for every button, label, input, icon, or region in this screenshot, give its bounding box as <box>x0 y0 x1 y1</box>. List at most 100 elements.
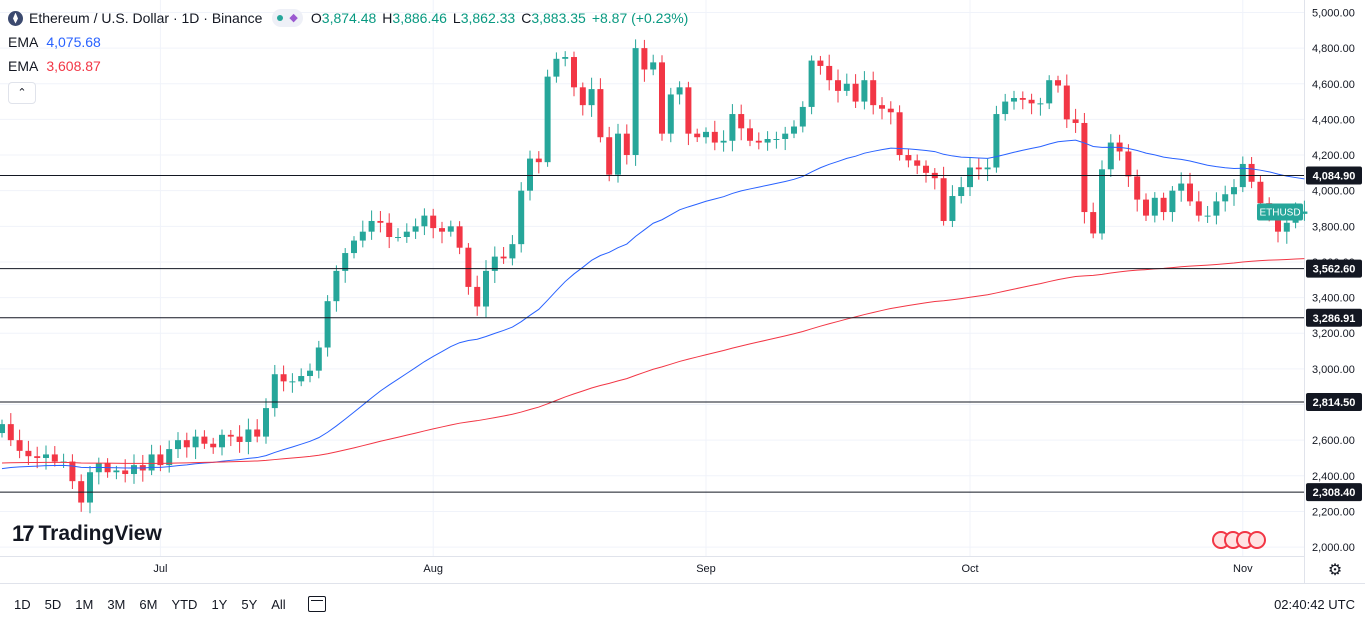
candle-body <box>192 436 199 448</box>
candle <box>1125 144 1132 187</box>
calendar-icon[interactable] <box>307 596 326 612</box>
candle <box>227 430 234 447</box>
candle <box>518 182 525 253</box>
candle-body <box>430 215 437 229</box>
close-value: 3,883.35 <box>531 10 586 26</box>
price-tick-label: 4,200.00 <box>1312 150 1355 162</box>
candle <box>764 131 771 151</box>
candle <box>931 168 938 190</box>
candle <box>298 368 305 387</box>
tradingview-logo-text: TradingView <box>38 522 162 545</box>
us-flag-icon[interactable] <box>1248 531 1266 549</box>
candle <box>914 154 921 175</box>
range-1m-button[interactable]: 1M <box>75 596 94 612</box>
candle <box>219 429 225 456</box>
candle <box>711 120 718 151</box>
candle-body <box>676 87 683 95</box>
candle-body <box>562 57 569 59</box>
candle <box>16 429 23 459</box>
range-5y-button[interactable]: 5Y <box>241 596 258 612</box>
candle <box>826 54 833 91</box>
candle-body <box>43 454 49 458</box>
candle <box>175 432 181 458</box>
candle <box>447 220 454 237</box>
candle-body <box>879 105 885 109</box>
candle <box>571 51 577 97</box>
range-1d-button[interactable]: 1D <box>14 596 31 612</box>
market-status-pill[interactable]: ◆ <box>272 9 303 27</box>
candle <box>166 440 173 473</box>
range-5d-button[interactable]: 5D <box>44 596 62 612</box>
candle <box>835 69 841 103</box>
open-value: 3,874.48 <box>321 10 377 26</box>
range-all-button[interactable]: All <box>271 596 286 612</box>
candle <box>1072 108 1079 133</box>
candle <box>632 39 639 166</box>
economic-events[interactable] <box>1212 531 1266 549</box>
candle-body <box>711 131 718 143</box>
symbol-title[interactable]: Ethereum / U.S. Dollar · 1D · Binance <box>29 10 263 26</box>
candle-body <box>245 429 252 442</box>
ema-slow-row[interactable]: EMA 3,608.87 <box>8 54 694 78</box>
tradingview-logo[interactable]: 17 TradingView <box>12 521 162 547</box>
candle-body <box>474 286 481 307</box>
candle-body <box>808 60 815 107</box>
candle-body <box>729 114 736 141</box>
candle <box>808 55 815 115</box>
candle-body <box>377 220 384 223</box>
candle-body <box>1248 163 1255 182</box>
candle-body <box>51 454 58 462</box>
candle-body <box>870 80 877 106</box>
candle <box>870 71 877 115</box>
ema-fast-label: EMA <box>8 34 39 50</box>
candle <box>351 236 357 259</box>
candle-body <box>1028 99 1035 104</box>
time-tick-label: Sep <box>696 563 716 575</box>
candle <box>1248 156 1255 189</box>
candle <box>0 419 5 438</box>
candle <box>615 123 621 183</box>
range-1y-button[interactable]: 1Y <box>211 596 228 612</box>
price-chart[interactable]: 2,000.002,200.002,400.002,600.002,800.00… <box>0 0 1365 583</box>
candle <box>456 221 463 255</box>
candle-body <box>0 424 5 434</box>
clock-utc[interactable]: 02:40:42 UTC <box>1274 596 1355 612</box>
candle-body <box>738 114 745 129</box>
candle-body <box>1055 80 1061 86</box>
candle-body <box>975 167 982 170</box>
collapse-legend-button[interactable]: ⌃ <box>8 82 36 104</box>
candle-body <box>967 167 973 188</box>
candle <box>667 87 674 143</box>
candle-body <box>456 226 463 248</box>
candle-body <box>940 178 947 221</box>
candle <box>703 127 709 144</box>
ema-fast-value: 4,075.68 <box>46 34 101 50</box>
candle-body <box>623 133 630 156</box>
candle <box>641 39 648 82</box>
candle <box>1222 185 1229 212</box>
range-6m-button[interactable]: 6M <box>139 596 158 612</box>
candle <box>623 124 630 165</box>
candle-body <box>1037 103 1044 105</box>
candle <box>412 218 419 239</box>
candle-body <box>439 228 445 232</box>
ema-fast-row[interactable]: EMA 4,075.68 <box>8 30 694 54</box>
candle <box>131 454 137 484</box>
low-value: 3,862.33 <box>460 10 516 26</box>
candle-body <box>333 270 340 302</box>
candle <box>1178 172 1185 202</box>
candle <box>975 158 982 180</box>
candle-body <box>588 89 595 106</box>
candle-body <box>905 155 912 161</box>
candle <box>1143 193 1149 221</box>
range-3m-button[interactable]: 3M <box>107 596 126 612</box>
candle-body <box>219 434 225 448</box>
candle <box>579 82 586 116</box>
candle <box>51 446 58 467</box>
ema-fast-line <box>1 139 1305 470</box>
range-ytd-button[interactable]: YTD <box>171 596 198 612</box>
candle-body <box>483 270 489 307</box>
candle <box>861 71 868 110</box>
chart-settings-gear-icon[interactable]: ⚙ <box>1327 562 1343 579</box>
price-tick-label: 2,400.00 <box>1312 471 1355 483</box>
